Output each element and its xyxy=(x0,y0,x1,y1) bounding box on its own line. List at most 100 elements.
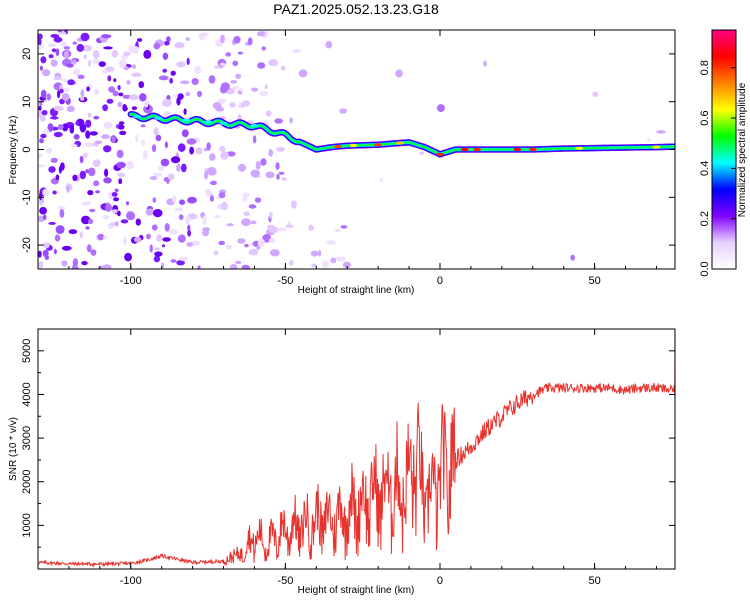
x-tick-label: 50 xyxy=(588,275,600,287)
noise-blob xyxy=(235,73,242,79)
snr-line xyxy=(38,333,675,568)
spectrogram-x-label: Height of straight line (km) xyxy=(298,285,415,296)
noise-blob xyxy=(229,264,238,269)
noise-blob xyxy=(208,75,216,84)
noise-blob xyxy=(265,110,272,117)
noise-blob xyxy=(87,167,96,177)
noise-blob xyxy=(178,214,184,221)
y-tick-label: 1000 xyxy=(21,513,33,537)
ridge-hotspot xyxy=(349,143,358,148)
colorbar-tick-label: 0.4 xyxy=(699,161,711,176)
noise-blob xyxy=(170,70,176,76)
noise-blob xyxy=(102,104,108,112)
noise-blob xyxy=(185,91,191,97)
noise-blob xyxy=(126,161,135,170)
noise-blob xyxy=(104,168,109,177)
colorbar-ticks: 0.0 0.2 0.4 0.6 0.8 xyxy=(699,60,736,277)
noise-blob xyxy=(230,80,238,84)
colorbar-label: Normalized spectral amplitude xyxy=(737,82,748,217)
snr-y-label: SNR (10 * v/v) xyxy=(8,417,19,481)
noise-blob xyxy=(114,188,119,192)
noise-blob xyxy=(153,255,161,263)
noise-blob xyxy=(100,134,110,139)
y-tick-label: 0 xyxy=(21,146,33,152)
noise-blob xyxy=(81,215,91,225)
spectrogram-ridge xyxy=(127,110,675,158)
noise-blob xyxy=(66,63,74,68)
ridge-hotspot xyxy=(436,152,444,156)
noise-blob xyxy=(281,177,288,182)
noise-blob xyxy=(109,222,117,226)
noise-blob xyxy=(220,34,225,44)
noise-blob xyxy=(321,260,329,268)
noise-blob xyxy=(153,127,159,136)
noise-blob xyxy=(265,171,275,179)
noise-blob xyxy=(55,225,65,234)
noise-blob xyxy=(73,68,81,76)
noise-blob xyxy=(49,116,59,120)
noise-blob xyxy=(195,147,203,155)
noise-blob xyxy=(241,264,250,269)
noise-blob xyxy=(276,146,285,152)
noise-blob xyxy=(128,45,138,54)
noise-blob xyxy=(82,45,92,52)
noise-blob xyxy=(41,69,51,77)
noise-blob xyxy=(154,251,163,257)
snr-axes: -100 -50 0 50 1000 2000 3000 4000 5000 xyxy=(21,329,675,587)
noise-blob xyxy=(162,52,169,60)
noise-blob xyxy=(235,260,242,265)
noise-blob xyxy=(117,172,126,177)
noise-blob xyxy=(186,138,197,145)
noise-blob xyxy=(85,169,89,174)
noise-blob xyxy=(161,244,166,248)
noise-blob xyxy=(86,86,90,92)
noise-blob xyxy=(39,200,43,206)
noise-blob xyxy=(55,48,60,56)
noise-blob xyxy=(57,205,66,210)
noise-blob xyxy=(292,49,302,54)
noise-blob xyxy=(326,240,336,245)
noise-blob xyxy=(116,149,124,159)
noise-blob xyxy=(93,88,100,96)
noise-blob xyxy=(256,245,261,250)
noise-blob xyxy=(318,249,322,257)
noise-blob xyxy=(72,258,79,267)
ridge-hotspot xyxy=(652,145,661,149)
noise-blob xyxy=(226,223,234,227)
noise-blob xyxy=(151,224,158,231)
noise-blob xyxy=(218,240,225,246)
y-tick-label: 2000 xyxy=(21,469,33,493)
noise-blob xyxy=(172,195,177,204)
noise-blob xyxy=(50,157,58,163)
noise-blob xyxy=(220,84,228,94)
noise-blob xyxy=(189,146,195,155)
noise-blob xyxy=(154,247,160,251)
noise-blob xyxy=(87,112,92,118)
noise-blob xyxy=(50,59,58,67)
noise-blob xyxy=(126,211,136,221)
noise-blob xyxy=(187,196,197,204)
colorbar-tick-label: 0.8 xyxy=(699,60,711,75)
noise-blob xyxy=(57,30,63,33)
noise-blob xyxy=(144,100,149,108)
noise-blob xyxy=(72,174,78,181)
noise-blob xyxy=(101,34,112,39)
noise-blob xyxy=(242,196,247,203)
noise-blob xyxy=(152,209,163,218)
noise-blob xyxy=(260,158,267,166)
noise-blob xyxy=(225,52,231,57)
ridge-hotspot xyxy=(374,143,383,147)
noise-blob xyxy=(57,124,64,130)
noise-blob xyxy=(156,234,163,242)
ridge-hotspot xyxy=(250,124,259,128)
noise-blob xyxy=(98,61,107,67)
x-tick-label: -100 xyxy=(120,275,142,287)
noise-blob xyxy=(69,124,75,134)
noise-blob xyxy=(89,208,96,213)
noise-blob xyxy=(106,98,114,104)
noise-blob xyxy=(42,188,50,197)
noise-blob xyxy=(291,200,297,209)
noise-blob xyxy=(39,206,47,215)
noise-blob xyxy=(85,142,94,148)
